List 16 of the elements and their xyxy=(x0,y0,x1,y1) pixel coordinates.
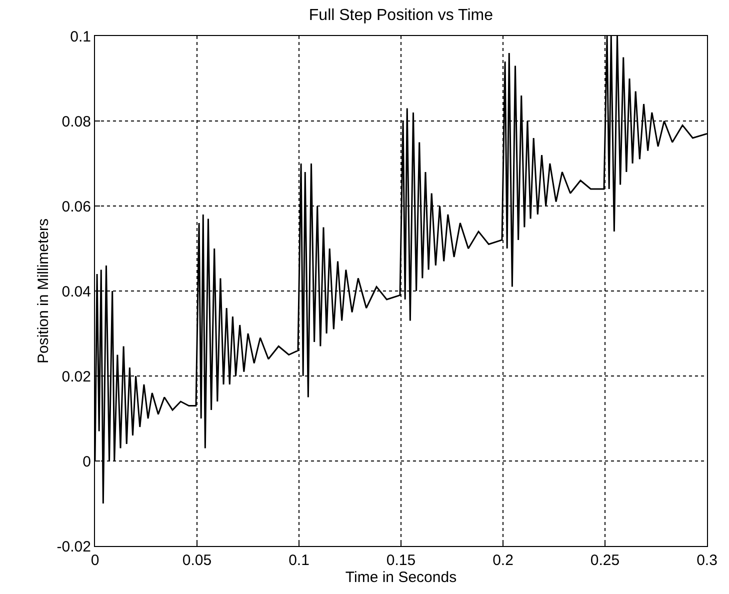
x-axis-title: Time in Seconds xyxy=(345,569,457,586)
x-tick-label: 0.25 xyxy=(590,552,620,569)
y-tick-label: 0.04 xyxy=(62,283,91,300)
chart-title: Full Step Position vs Time xyxy=(308,7,494,24)
y-tick-label: 0.02 xyxy=(62,368,91,386)
y-tick-label: 0.06 xyxy=(62,198,91,216)
y-tick-label: 0 xyxy=(82,453,91,470)
y-axis-title: Position in Millimeters xyxy=(35,218,52,364)
y-tick-label: -0.02 xyxy=(56,538,91,556)
y-tick-label: 0.08 xyxy=(62,113,91,130)
x-tick-label: 0.1 xyxy=(288,552,310,569)
x-tick-label: 0.2 xyxy=(492,552,514,569)
x-tick-label: 0.05 xyxy=(182,552,212,569)
x-tick-label: 0.3 xyxy=(696,552,718,569)
x-tick-label: 0.15 xyxy=(386,552,416,569)
y-tick-label: 0.1 xyxy=(70,28,91,46)
